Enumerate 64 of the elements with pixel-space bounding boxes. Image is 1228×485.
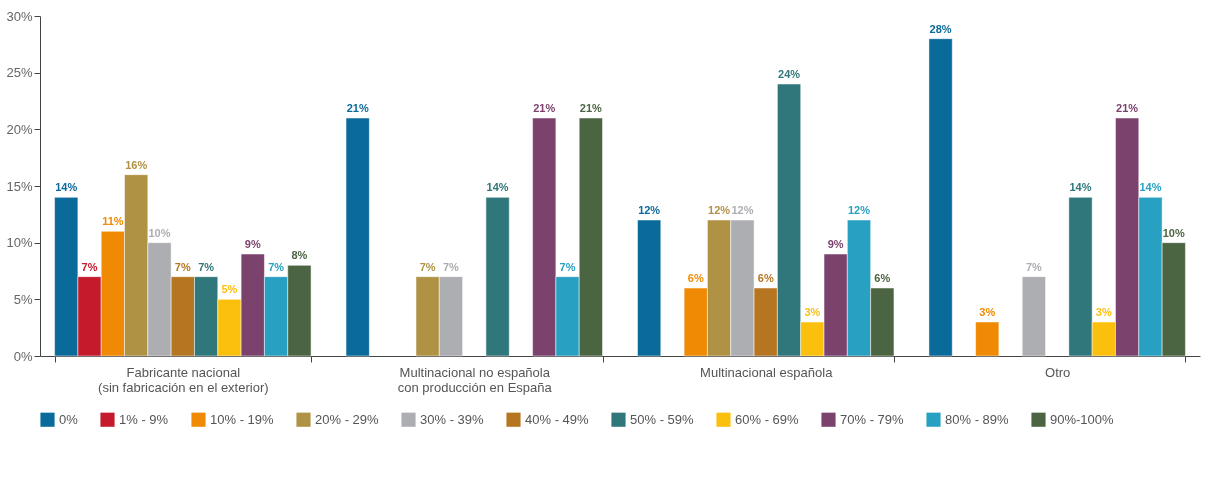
data-label: 7%	[1025, 260, 1043, 273]
data-label: 21%	[533, 102, 556, 114]
data-label: 12%	[847, 204, 871, 216]
legend-label: 80% - 89%	[945, 411, 1010, 427]
y-tick-label: 0%	[13, 348, 33, 364]
y-tick-label: 10%	[6, 235, 33, 251]
legend-label: 40% - 49%	[525, 411, 590, 427]
data-label: 28%	[929, 22, 952, 35]
data-label: 9%	[244, 238, 261, 250]
legend-label: 90%-100%	[1050, 411, 1115, 427]
data-label: 14%	[486, 181, 509, 194]
data-label: 7%	[559, 260, 576, 273]
data-label: 12%	[708, 204, 731, 216]
bar	[1021, 276, 1046, 357]
data-label: 3%	[804, 306, 821, 318]
y-tick-label: 30%	[6, 8, 33, 24]
legend-label: 30% - 39%	[420, 411, 485, 427]
legend-label: 10% - 19%	[210, 411, 275, 427]
x-tick-label: Multinacional no española con producción en España	[397, 364, 553, 395]
legend-label: 60% - 69%	[735, 411, 800, 427]
data-label: 10%	[148, 226, 171, 239]
y-tick-label: 25%	[6, 65, 33, 81]
x-tick-label: Otro	[1045, 364, 1071, 380]
data-label: 9%	[827, 238, 844, 250]
data-label: 6%	[757, 272, 774, 284]
data-label: 24%	[778, 68, 801, 80]
data-label: 21%	[579, 102, 603, 114]
data-label: 7%	[443, 260, 460, 273]
data-label: 12%	[731, 204, 754, 216]
data-label: 7%	[174, 260, 191, 273]
legend-label: 1% - 9%	[119, 411, 169, 427]
legend-label: 70% - 79%	[840, 411, 905, 427]
data-label: 7%	[419, 260, 436, 273]
data-label: 14%	[1069, 181, 1092, 194]
y-tick-label: 15%	[6, 178, 33, 194]
data-label: 16%	[125, 158, 148, 171]
data-label: 21%	[1116, 102, 1139, 114]
y-tick-label: 5%	[13, 291, 33, 307]
bar	[345, 117, 370, 357]
data-label: 8%	[291, 249, 308, 262]
bar	[485, 197, 510, 357]
data-label: 5%	[221, 283, 238, 296]
bar	[637, 219, 662, 357]
data-label: 11%	[102, 215, 124, 228]
data-label: 7%	[268, 260, 285, 273]
legend-label: 20% - 29%	[315, 411, 380, 427]
data-label: 14%	[55, 181, 78, 194]
data-label: 21%	[346, 102, 369, 114]
bar	[928, 38, 953, 357]
legend-label: 0%	[59, 411, 79, 427]
x-tick-label: Multinacional española	[700, 364, 834, 380]
data-label: 6%	[874, 272, 891, 284]
legend-label: 50% - 59%	[630, 411, 695, 427]
x-tick-label: Fabricante nacional (sin fabricación en el exterior)	[98, 364, 269, 395]
data-label: 3%	[979, 306, 996, 318]
data-label: 7%	[198, 260, 215, 273]
data-label: 7%	[81, 260, 98, 273]
y-tick-label: 20%	[6, 121, 33, 137]
data-label: 3%	[1095, 306, 1112, 318]
data-label: 12%	[638, 204, 661, 216]
bar	[975, 321, 1000, 357]
data-label: 6%	[687, 272, 704, 284]
data-label: 10%	[1162, 226, 1185, 239]
data-label: 14%	[1139, 181, 1162, 194]
